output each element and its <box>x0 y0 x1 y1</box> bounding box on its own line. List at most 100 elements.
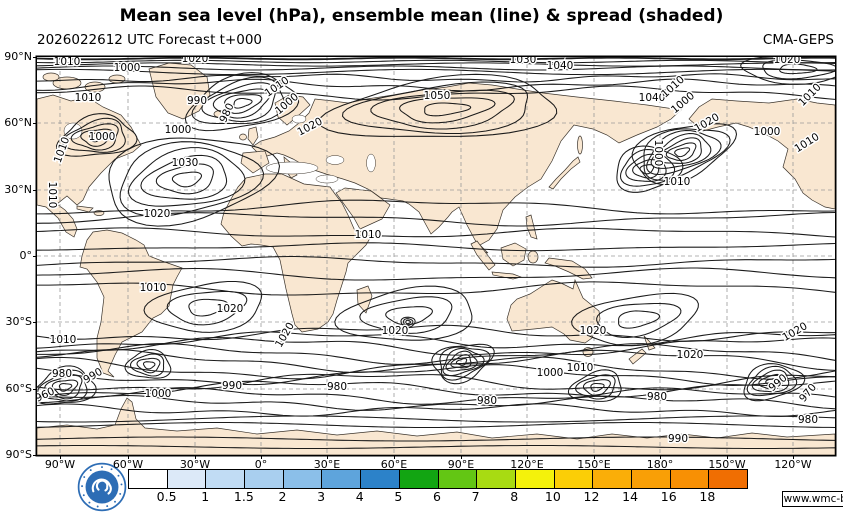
contour-label: 1000 <box>652 140 664 167</box>
colorbar-cell <box>709 470 747 488</box>
lat-tick <box>33 455 37 456</box>
lon-tick <box>128 455 129 459</box>
contour-label: 1010 <box>664 176 691 188</box>
contour-label: 1000 <box>89 131 116 143</box>
spread-colorbar <box>128 469 748 489</box>
lon-tick <box>394 455 395 459</box>
lon-label: 90°W <box>44 458 76 471</box>
contour-label: 1020 <box>774 57 801 66</box>
contour-label: 1000 <box>145 388 172 400</box>
colorbar-tick: 5 <box>394 489 403 504</box>
lat-label: 60°S <box>5 382 32 395</box>
lon-tick <box>60 455 61 459</box>
lat-tick <box>33 322 37 323</box>
lat-label: 30°S <box>5 315 32 328</box>
lon-tick <box>727 455 728 459</box>
contour-label: 1000 <box>537 367 564 379</box>
lat-tick <box>33 57 37 58</box>
lat-label: 60°N <box>4 116 32 129</box>
colorbar-cell <box>322 470 362 488</box>
colorbar-tick: 16 <box>660 489 677 504</box>
lat-label: 90°N <box>4 50 32 63</box>
colorbar-tick: 1.5 <box>233 489 254 504</box>
contour-label: 980 <box>327 381 347 393</box>
contour-label: 990 <box>668 433 688 445</box>
contour-label: 1000 <box>114 62 141 74</box>
lon-tick <box>195 455 196 459</box>
lon-tick <box>594 455 595 459</box>
lat-label: 30°N <box>4 183 32 196</box>
contour-label: 1010 <box>567 362 594 374</box>
contour-label: 1040 <box>639 92 666 104</box>
colorbar-cell <box>515 470 555 488</box>
lon-label: 30°E <box>313 458 341 471</box>
colorbar-tick: 7 <box>471 489 480 504</box>
colorbar-cell <box>129 470 168 488</box>
lon-label: 60°E <box>380 458 408 471</box>
colorbar-cell <box>438 470 478 488</box>
contour-label: 990 <box>222 380 242 392</box>
contour-label: 1000 <box>165 124 192 136</box>
lon-label: 30°W <box>179 458 211 471</box>
lat-label: 90°S <box>5 448 32 461</box>
colorbar-cell <box>206 470 246 488</box>
colorbar-tick: 4 <box>355 489 364 504</box>
contour-label: 1030 <box>510 57 537 66</box>
subtitle-row: 2026022612 UTC Forecast t+000 CMA-GEPS <box>37 32 834 48</box>
contour-label: 1040 <box>547 60 574 72</box>
lon-tick <box>793 455 794 459</box>
lon-tick <box>327 455 328 459</box>
lon-label: 90°E <box>447 458 475 471</box>
contour-label: 980 <box>647 391 667 403</box>
contour-label: 1010 <box>50 334 77 346</box>
lon-label: 150°W <box>708 458 746 471</box>
contour-label: 1020 <box>677 349 704 361</box>
colorbar-tick: 12 <box>583 489 600 504</box>
lon-label: 180° <box>646 458 674 471</box>
colorbar-tick: 14 <box>622 489 639 504</box>
lon-tick <box>527 455 528 459</box>
chart-title: Mean sea level (hPa), ensemble mean (lin… <box>119 6 724 26</box>
contour-label: 980 <box>477 395 497 407</box>
colorbar-cell <box>670 470 710 488</box>
colorbar-cell <box>167 470 207 488</box>
lon-label: 120°W <box>774 458 812 471</box>
forecast-run-label: 2026022612 UTC Forecast t+000 <box>37 32 263 48</box>
colorbar-tick: 0.5 <box>156 489 177 504</box>
lon-label: 120°E <box>510 458 544 471</box>
contour-label: 1010 <box>46 182 58 209</box>
colorbar-cell <box>245 470 284 488</box>
colorbar-cell <box>283 470 323 488</box>
map-area: 1010 1000 1020 1010 990 980 1010 1000 1000 1000 10… <box>37 57 843 512</box>
lon-label: 60°W <box>112 458 144 471</box>
lon-label: 0° <box>254 458 268 471</box>
colorbar-cell <box>554 470 594 488</box>
contour-label: 1020 <box>382 325 409 337</box>
contour-label: 1010 <box>54 57 81 68</box>
contour-label: 1030 <box>172 157 199 169</box>
cma-logo <box>76 461 128 512</box>
lon-label: 150°E <box>577 458 611 471</box>
contour-label: 1010 <box>75 92 102 104</box>
contour-label: 980 <box>52 368 72 380</box>
colorbar-cell <box>361 470 400 488</box>
watermark: www.wmc-bj.net <box>782 491 843 507</box>
lon-tick <box>660 455 661 459</box>
lat-tick <box>33 190 37 191</box>
lat-label: 0° <box>19 249 33 262</box>
contour-label: 1020 <box>182 57 209 65</box>
lat-tick <box>33 123 37 124</box>
colorbar-tick: 18 <box>699 489 716 504</box>
lat-tick <box>33 389 37 390</box>
contour-label: 1010 <box>355 229 382 241</box>
colorbar-cell <box>631 470 671 488</box>
colorbar-tick: 3 <box>317 489 326 504</box>
contour-label: 1020 <box>217 303 244 315</box>
contour-label: 1010 <box>140 282 167 294</box>
lat-tick <box>33 256 37 257</box>
colorbar-tick: 2 <box>278 489 287 504</box>
contour-label: 1020 <box>144 208 171 220</box>
contour-label: 1000 <box>754 126 781 138</box>
